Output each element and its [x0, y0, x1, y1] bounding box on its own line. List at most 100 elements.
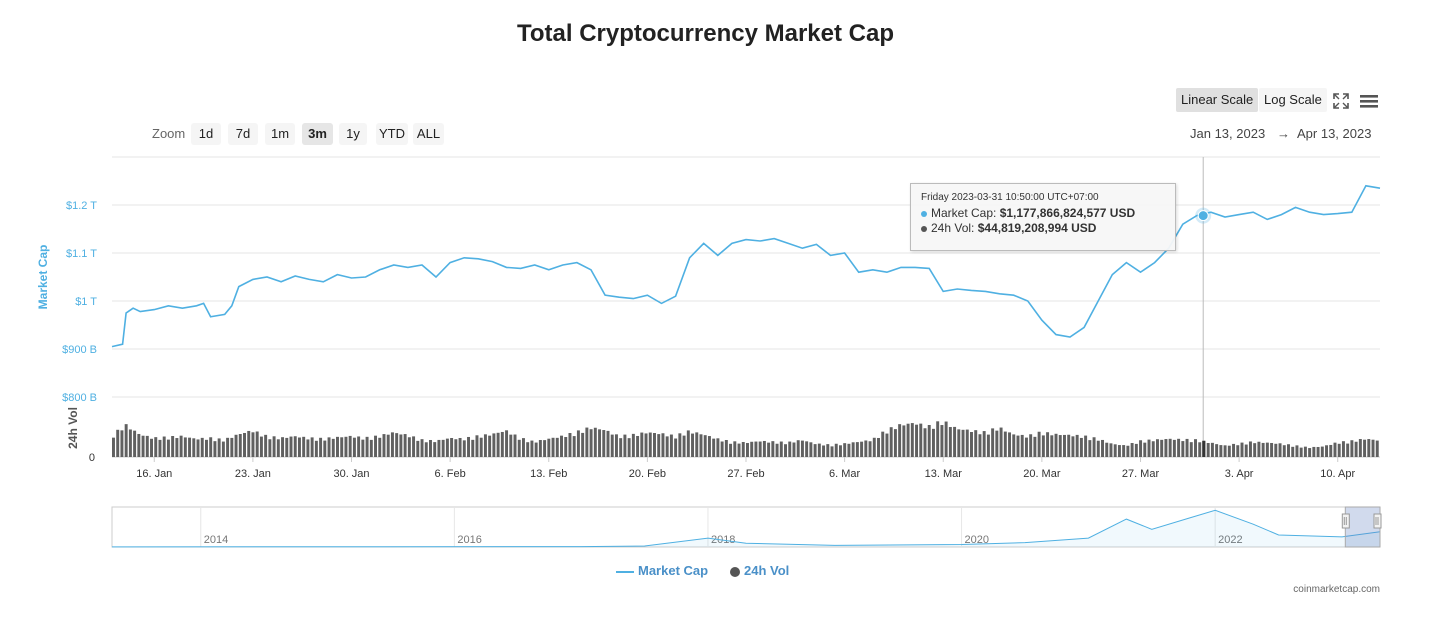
volume-bar [881, 431, 885, 457]
volume-bar [1117, 445, 1121, 457]
tooltip: Friday 2023-03-31 10:50:00 UTC+07:00 Mar… [910, 183, 1176, 251]
volume-bar [910, 423, 914, 457]
tooltip-vol-value: $44,819,208,994 USD [977, 221, 1097, 235]
volume-bar [1194, 439, 1197, 457]
volume-bar [1354, 441, 1358, 457]
x-tick-label: 16. Jan [136, 468, 172, 480]
volume-bar [319, 437, 323, 457]
volume-bar [521, 438, 525, 457]
volume-bar [297, 437, 301, 457]
volume-bar [420, 439, 424, 457]
zoom-button-7d[interactable]: 7d [228, 123, 258, 145]
volume-bar [830, 446, 834, 457]
volume-bar [247, 430, 251, 457]
volume-bar [733, 441, 737, 457]
hover-marker [1197, 210, 1209, 222]
volume-bar [412, 436, 416, 457]
volume-bar [1008, 432, 1012, 457]
volume-bar [1265, 442, 1269, 457]
volume-bar [183, 437, 187, 457]
volume-bar [995, 430, 999, 457]
volume-bar [120, 430, 124, 457]
hover-volume-bar [1202, 440, 1206, 457]
range-to[interactable]: Apr 13, 2023 [1297, 126, 1372, 141]
y-tick-label: $900 B [62, 344, 97, 356]
range-from[interactable]: Jan 13, 2023 [1190, 126, 1266, 141]
volume-bar [1096, 440, 1100, 457]
log-scale-button[interactable]: Log Scale [1259, 88, 1327, 112]
volume-bar [454, 439, 458, 457]
navigator-year-label: 2022 [1218, 534, 1242, 546]
zoom-button-1m[interactable]: 1m [265, 123, 295, 145]
volume-bar [238, 434, 242, 457]
volume-bar [344, 436, 348, 457]
legend-label-24h-vol: 24h Vol [744, 563, 790, 578]
legend-dot-icon [730, 566, 740, 577]
zoom-button-1d[interactable]: 1d [191, 123, 221, 145]
zoom-button-all[interactable]: ALL [413, 123, 444, 145]
legend-item-market-cap[interactable]: Market Cap [616, 563, 708, 578]
volume-bar [268, 439, 272, 457]
volume-bar [327, 437, 331, 457]
volume-bar [175, 438, 179, 457]
volume-bar [1257, 441, 1261, 457]
volume-bar [568, 433, 572, 457]
volume-bar [361, 439, 365, 457]
volume-bar [1270, 442, 1274, 457]
volume-bar [1219, 445, 1223, 457]
volume-bar [264, 434, 268, 457]
tooltip-vol-dot [921, 225, 927, 232]
zoom-button-3m[interactable]: 3m [302, 123, 333, 145]
volume-bar [1037, 431, 1041, 457]
volume-bar [927, 425, 931, 457]
volume-bar [686, 430, 690, 457]
volume-bar [483, 434, 487, 457]
volume-bar [1316, 446, 1320, 457]
volume-bar [800, 440, 804, 457]
volume-bar [1088, 440, 1092, 457]
volume-bar [1223, 445, 1227, 457]
volume-bar [1278, 443, 1282, 457]
x-tick-label: 30. Jan [333, 468, 369, 480]
volume-bar [809, 442, 813, 457]
credit-link[interactable]: coinmarketcap.com [1293, 584, 1380, 595]
volume-bar [471, 439, 475, 457]
volume-bar [1295, 445, 1299, 457]
y-tick-label: $1 T [75, 296, 97, 308]
x-tick-label: 27. Feb [727, 468, 764, 480]
volume-bar [285, 437, 289, 457]
zoom-button-1y[interactable]: 1y [339, 123, 367, 145]
volume-bar [1122, 445, 1126, 457]
volume-bar [276, 439, 280, 457]
volume-bar [737, 443, 741, 457]
volume-bar [953, 426, 957, 457]
fullscreen-icon[interactable] [1330, 90, 1352, 112]
volume-bar [162, 436, 166, 457]
volume-bar [1139, 440, 1143, 457]
volume-bar [357, 436, 361, 457]
volume-bar [750, 441, 754, 457]
x-tick-label: 3. Apr [1225, 468, 1254, 480]
volume-bar [1189, 442, 1193, 457]
volume-bar [348, 435, 352, 457]
tooltip-header: Friday 2023-03-31 10:50:00 UTC+07:00 [921, 192, 1099, 203]
volume-bar [885, 433, 889, 457]
menu-icon[interactable] [1357, 90, 1381, 112]
x-tick-label: 6. Mar [829, 468, 861, 480]
linear-scale-button[interactable]: Linear Scale [1176, 88, 1259, 112]
volume-bar [1101, 439, 1104, 457]
volume-bar [1155, 439, 1159, 457]
volume-bar [724, 440, 728, 457]
volume-bar [200, 437, 204, 457]
volume-bar [606, 430, 610, 457]
volume-bar [970, 432, 973, 457]
zoom-button-ytd[interactable]: YTD [376, 123, 408, 145]
volume-bar [1337, 443, 1341, 457]
y-tick-label: $1.2 T [66, 200, 97, 212]
legend-item-24h-vol[interactable]: 24h Vol [730, 563, 789, 578]
volume-bar [509, 434, 513, 457]
volume-bar [631, 433, 635, 457]
volume-bar [154, 437, 158, 457]
vol-axis-title: 24h Vol [66, 407, 80, 449]
